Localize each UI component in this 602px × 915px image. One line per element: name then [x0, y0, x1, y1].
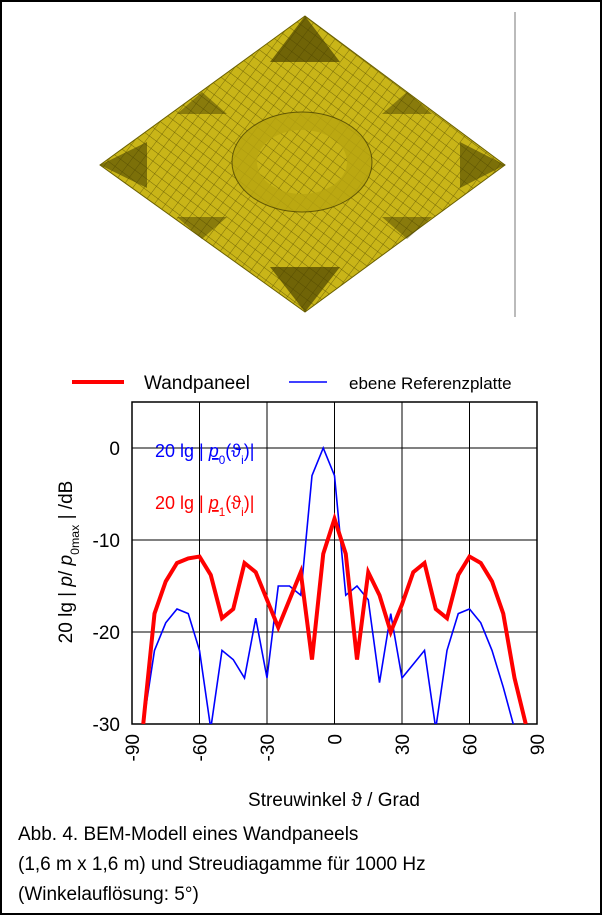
annotation: 20 lg | p1(ϑi)|: [155, 493, 254, 519]
text-part: | /dB: [56, 481, 77, 525]
text-part: 20 lg |: [56, 587, 77, 644]
text-part: /: [56, 565, 77, 576]
legend-label: Wandpaneel: [144, 373, 250, 394]
text-part: p: [208, 493, 219, 513]
y-tick-label: 0: [109, 439, 120, 460]
page-frame: -30 -20 -10 0 -90 -60 -30 0 30 60 90 Wandpaneel eben…: [0, 0, 602, 915]
x-tick-label: 30: [393, 734, 414, 755]
annotation: 20 lg | p0(ϑi)|: [155, 441, 254, 467]
y-tick-label: -10: [93, 531, 120, 552]
x-tick-label: 0: [326, 734, 347, 745]
x-tick-label: 90: [528, 734, 549, 755]
y-tick-label: -30: [93, 715, 120, 736]
x-tick-label: -60: [191, 734, 212, 761]
text-part: 0max: [68, 524, 82, 555]
text-part: p: [56, 555, 77, 567]
caption-line: (Winkelauflösung: 5°): [18, 884, 199, 905]
y-axis-label: 20 lg | p/ p0max | /dB: [56, 481, 82, 644]
text-part: (ϑ: [225, 493, 241, 513]
text-part: )|: [244, 441, 255, 461]
x-axis-label: Streuwinkel ϑ / Grad: [248, 790, 420, 811]
text-part: p: [56, 576, 77, 588]
text-part: )|: [244, 493, 255, 513]
x-tick-label: -30: [258, 734, 279, 761]
y-tick-label: -20: [93, 623, 120, 644]
caption-line: Abb. 4. BEM-Modell eines Wandpaneels: [18, 824, 358, 845]
caption-line: (1,6 m x 1,6 m) und Streudiagamme für 10…: [18, 854, 426, 875]
x-tick-label: 60: [461, 734, 482, 755]
text-part: p: [208, 441, 219, 461]
x-tick-label: -90: [123, 734, 144, 761]
text-part: 20 lg |: [155, 493, 209, 513]
mesh-image: [100, 12, 515, 317]
legend-label: ebene Referenzplatte: [349, 374, 512, 393]
text-part: (ϑ: [225, 441, 241, 461]
figure: -30 -20 -10 0 -90 -60 -30 0 30 60 90 Wandpaneel eben…: [2, 2, 600, 913]
text-part: 20 lg |: [155, 441, 209, 461]
